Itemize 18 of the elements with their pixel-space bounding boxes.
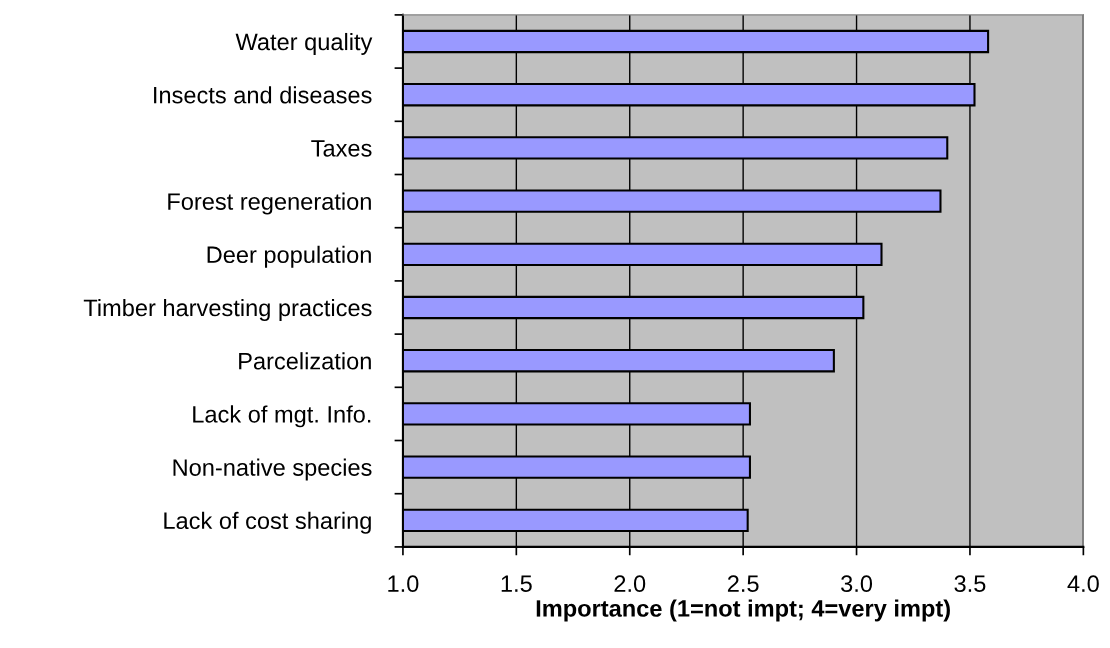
y-tick-label: Taxes [311, 140, 372, 157]
y-tick-label: Timber harvesting practices [83, 298, 372, 321]
y-tick-label: Parcelization [239, 352, 371, 370]
y-tick-label: Lack of mgt. Info. [193, 405, 371, 428]
y-tick-label: Water quality [235, 32, 373, 55]
y-tick-label: Lack of cost sharing [164, 511, 371, 534]
y-tick-label: Non-native species [173, 458, 372, 481]
x-axis-title: Importance (1=not impt; 4=very impt) [536, 599, 950, 622]
x-tick-label: 1.5 [501, 575, 532, 593]
x-tick-label: 4.0 [1067, 575, 1099, 593]
x-tick-label: 3.0 [841, 575, 873, 593]
y-tick-label: Deer population [207, 245, 371, 268]
x-tick-label: 2.5 [727, 575, 759, 593]
y-tick-label: Insects and diseases [154, 86, 372, 104]
x-tick-label: 2.0 [614, 575, 646, 593]
x-tick-label: 1.0 [388, 575, 419, 593]
x-tick-label: 3.5 [954, 575, 986, 593]
y-tick-label: Forest regeneration [168, 192, 371, 215]
